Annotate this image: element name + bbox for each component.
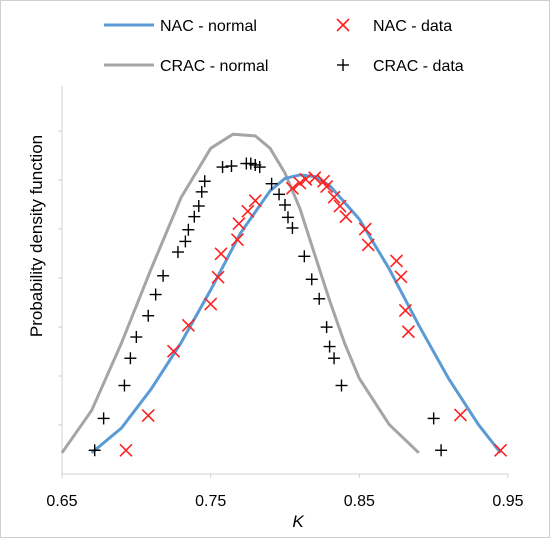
x-tick-label: 0.95 — [492, 493, 523, 510]
data-point — [225, 160, 238, 173]
series-line-nac-normal — [90, 173, 502, 454]
x-axis-label: K — [292, 512, 304, 531]
data-point — [216, 161, 229, 174]
data-point — [241, 204, 255, 218]
data-point — [171, 246, 184, 259]
data-point — [335, 379, 348, 392]
data-point — [157, 269, 170, 282]
data-point — [323, 340, 336, 353]
data-point — [119, 443, 133, 457]
data-point — [435, 444, 448, 457]
series-points-nac-data — [119, 171, 508, 457]
data-point — [142, 309, 155, 322]
data-point — [308, 171, 322, 185]
data-point — [313, 292, 326, 305]
data-point — [181, 318, 195, 332]
legend: NAC - normal NAC - data CRAC - normal CR… — [104, 18, 464, 75]
data-point — [333, 199, 347, 213]
data-point — [118, 379, 131, 392]
data-point — [188, 210, 201, 223]
data-point — [248, 194, 262, 208]
data-point — [124, 352, 137, 365]
data-point — [285, 181, 299, 195]
data-point — [141, 409, 155, 423]
series-points-crac-data — [88, 157, 448, 457]
legend-item-crac-data: CRAC - data — [337, 58, 464, 75]
legend-item-nac-data: NAC - data — [336, 18, 452, 35]
x-tick-label: 0.75 — [195, 493, 226, 510]
data-point — [273, 188, 286, 201]
legend-swatch-crac-data — [337, 59, 349, 71]
y-ticks — [58, 130, 62, 426]
x-tick-label: 0.85 — [344, 493, 375, 510]
data-point — [130, 331, 143, 344]
data-point — [453, 408, 467, 422]
data-point — [305, 273, 318, 286]
data-point — [494, 443, 508, 457]
data-point — [286, 221, 299, 234]
data-point — [149, 288, 162, 301]
legend-label-nac-normal: NAC - normal — [160, 18, 257, 35]
data-point — [401, 325, 415, 339]
series-line-crac-normal — [60, 132, 420, 454]
data-point — [97, 412, 110, 425]
data-point — [328, 352, 341, 365]
data-point — [339, 210, 353, 224]
data-point — [230, 233, 244, 247]
legend-label-crac-data: CRAC - data — [373, 58, 464, 75]
data-point — [253, 161, 266, 174]
data-point — [279, 198, 291, 211]
data-point — [298, 250, 311, 263]
x-ticks: 0.65 0.75 0.85 0.95 — [46, 474, 524, 510]
legend-label-crac-normal: CRAC - normal — [160, 58, 268, 75]
data-point — [166, 344, 181, 358]
plot-area — [60, 132, 508, 457]
data-point — [192, 200, 205, 213]
data-point — [179, 235, 192, 248]
y-axis-label: Probability density function — [27, 135, 46, 337]
axes: 0.65 0.75 0.85 0.95 — [46, 86, 524, 510]
legend-swatch-nac-data — [336, 18, 350, 32]
data-point — [398, 303, 412, 318]
data-point — [204, 297, 218, 311]
data-point — [214, 247, 228, 261]
data-point — [281, 211, 294, 224]
data-point — [211, 270, 225, 284]
legend-item-crac-normal: CRAC - normal — [104, 58, 268, 75]
data-point — [293, 176, 307, 190]
data-point — [389, 254, 404, 268]
data-point — [394, 270, 408, 284]
legend-item-nac-normal: NAC - normal — [104, 18, 257, 35]
data-point — [265, 177, 278, 190]
data-point — [232, 217, 246, 231]
data-point — [320, 179, 334, 194]
data-point — [88, 444, 101, 457]
data-point — [361, 238, 375, 252]
legend-label-nac-data: NAC - data — [373, 18, 452, 35]
data-point — [358, 222, 372, 236]
data-point — [195, 185, 208, 198]
data-point — [198, 175, 211, 188]
data-point — [320, 321, 333, 334]
x-tick-label: 0.65 — [46, 493, 77, 510]
legend-marker-plus — [337, 59, 349, 71]
legend-marker-x — [336, 18, 350, 32]
data-point — [427, 412, 440, 425]
data-point — [182, 223, 195, 236]
data-point — [327, 190, 341, 204]
